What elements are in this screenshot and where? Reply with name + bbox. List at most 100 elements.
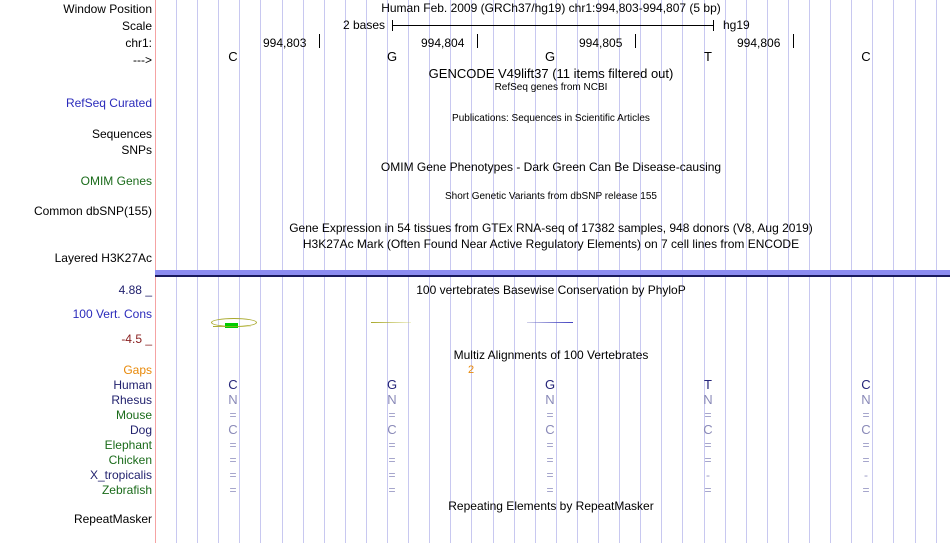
label-gaps[interactable]: Gaps: [123, 363, 152, 377]
label-snps[interactable]: SNPs: [121, 143, 152, 157]
ruler-base-2: G: [544, 49, 556, 64]
alignment-cell[interactable]: C: [861, 377, 871, 392]
label-omim-genes[interactable]: OMIM Genes: [80, 174, 152, 188]
alignment-cell[interactable]: N: [545, 392, 555, 407]
alignment-cell[interactable]: T: [704, 377, 712, 392]
track-title-multiz[interactable]: Multiz Alignments of 100 Vertebrates: [453, 348, 649, 362]
alignment-cell[interactable]: =: [388, 438, 396, 452]
alignment-cell[interactable]: N: [387, 392, 397, 407]
label-species-rhesus[interactable]: Rhesus: [111, 393, 152, 407]
label-window-position[interactable]: Window Position: [63, 2, 152, 16]
assembly-short-label: hg19: [723, 18, 750, 32]
alignment-cell[interactable]: =: [862, 453, 870, 467]
alignment-cell[interactable]: -: [864, 468, 868, 482]
axis-max-value: 4.88 _: [118, 283, 152, 297]
alignment-cell[interactable]: C: [545, 422, 555, 437]
alignment-cell[interactable]: C: [228, 422, 238, 437]
label-repeatmasker[interactable]: RepeatMasker: [73, 512, 152, 526]
track-title-refseq[interactable]: RefSeq genes from NCBI: [494, 82, 608, 93]
ruler-base-0: C: [228, 49, 238, 64]
label-species-xtropicalis[interactable]: X_tropicalis: [89, 468, 152, 482]
alignment-cell[interactable]: =: [229, 468, 237, 482]
track-title-h3k27ac[interactable]: H3K27Ac Mark (Often Found Near Active Re…: [302, 237, 800, 251]
conservation-peak[interactable]: [371, 322, 411, 324]
alignment-cell[interactable]: =: [229, 483, 237, 497]
alignment-cell[interactable]: -: [706, 468, 710, 482]
ruler-base-3: T: [704, 49, 712, 64]
alignment-cell[interactable]: =: [862, 483, 870, 497]
alignment-cell[interactable]: C: [861, 422, 871, 437]
ruler-tick-3: [793, 34, 794, 48]
ruler-base-4: C: [861, 49, 871, 64]
conservation-highlight[interactable]: [225, 323, 238, 328]
label-species-human[interactable]: Human: [113, 378, 152, 392]
h3k27ac-signal-band[interactable]: [155, 270, 950, 275]
alignment-cell[interactable]: G: [544, 377, 556, 392]
ruler-coord-3: 994,806: [737, 36, 781, 50]
assembly-position-header: Human Feb. 2009 (GRCh37/hg19) chr1:994,8…: [381, 1, 721, 15]
alignment-cell[interactable]: =: [546, 438, 554, 452]
ruler-tick-2: [635, 34, 636, 48]
label-sequences[interactable]: Sequences: [91, 127, 152, 141]
scale-bar-line: [392, 25, 714, 26]
alignment-cell[interactable]: N: [861, 392, 871, 407]
alignment-cell[interactable]: N: [228, 392, 238, 407]
track-title-gencode[interactable]: GENCODE V49lift37 (11 items filtered out…: [428, 66, 674, 81]
label-chrom[interactable]: chr1:: [125, 36, 152, 50]
track-title-repeatmasker[interactable]: Repeating Elements by RepeatMasker: [448, 499, 654, 513]
conservation-peak[interactable]: [527, 322, 573, 324]
alignment-cell[interactable]: =: [704, 483, 712, 497]
track-title-dbsnp[interactable]: Short Genetic Variants from dbSNP releas…: [445, 191, 657, 202]
alignment-cell[interactable]: N: [703, 392, 713, 407]
track-title-phylop[interactable]: 100 vertebrates Basewise Conservation by…: [416, 283, 686, 297]
alignment-cell[interactable]: =: [546, 453, 554, 467]
label-species-elephant[interactable]: Elephant: [104, 438, 152, 452]
alignment-cell[interactable]: =: [704, 453, 712, 467]
alignment-cell[interactable]: =: [546, 468, 554, 482]
ruler-tick-1: [477, 34, 478, 48]
label-species-chicken[interactable]: Chicken: [108, 453, 152, 467]
alignment-cell[interactable]: =: [388, 408, 396, 422]
label-scale[interactable]: Scale: [121, 19, 152, 33]
scale-bar-cap-right: [713, 20, 714, 31]
label-layered-h3k27ac[interactable]: Layered H3K27Ac: [54, 251, 152, 265]
axis-min-value: -4.5 _: [121, 332, 152, 346]
label-species-dog[interactable]: Dog: [129, 423, 152, 437]
alignment-cell[interactable]: =: [862, 408, 870, 422]
alignment-cell[interactable]: =: [862, 438, 870, 452]
alignment-cell[interactable]: =: [388, 453, 396, 467]
h3k27ac-baseline: [155, 275, 950, 277]
track-title-omim[interactable]: OMIM Gene Phenotypes - Dark Green Can Be…: [380, 160, 722, 174]
conservation-baseline: [213, 326, 251, 327]
label-refseq-curated[interactable]: RefSeq Curated: [65, 96, 152, 110]
alignment-cell[interactable]: C: [228, 377, 238, 392]
label-species-mouse[interactable]: Mouse: [115, 408, 152, 422]
gap-count-label: 2: [467, 364, 475, 376]
track-title-publications[interactable]: Publications: Sequences in Scientific Ar…: [452, 113, 650, 124]
ruler-tick-0: [319, 34, 320, 48]
alignment-cell[interactable]: =: [704, 438, 712, 452]
alignment-cell[interactable]: =: [229, 408, 237, 422]
label-species-zebrafish[interactable]: Zebrafish: [101, 483, 152, 497]
ruler-base-1: G: [386, 49, 398, 64]
ruler-coord-0: 994,803: [263, 36, 307, 50]
alignment-cell[interactable]: G: [386, 377, 398, 392]
ruler-coord-2: 994,805: [579, 36, 623, 50]
alignment-cell[interactable]: =: [229, 453, 237, 467]
label-100-vert-cons[interactable]: 100 Vert. Cons: [72, 307, 152, 321]
scale-bar-label: 2 bases: [343, 18, 386, 32]
alignment-cell[interactable]: C: [387, 422, 397, 437]
alignment-cell[interactable]: =: [546, 408, 554, 422]
track-title-gtex[interactable]: Gene Expression in 54 tissues from GTEx …: [289, 221, 813, 235]
alignment-cell[interactable]: =: [546, 483, 554, 497]
label-strand-arrow: --->: [133, 53, 152, 67]
alignment-cell[interactable]: =: [704, 408, 712, 422]
alignment-cell[interactable]: =: [388, 468, 396, 482]
alignment-cell[interactable]: =: [388, 483, 396, 497]
alignment-cell[interactable]: C: [703, 422, 713, 437]
label-common-dbsnp[interactable]: Common dbSNP(155): [33, 204, 152, 218]
alignment-cell[interactable]: =: [229, 438, 237, 452]
scale-bar-cap-left: [392, 20, 393, 31]
ruler-coord-1: 994,804: [421, 36, 465, 50]
